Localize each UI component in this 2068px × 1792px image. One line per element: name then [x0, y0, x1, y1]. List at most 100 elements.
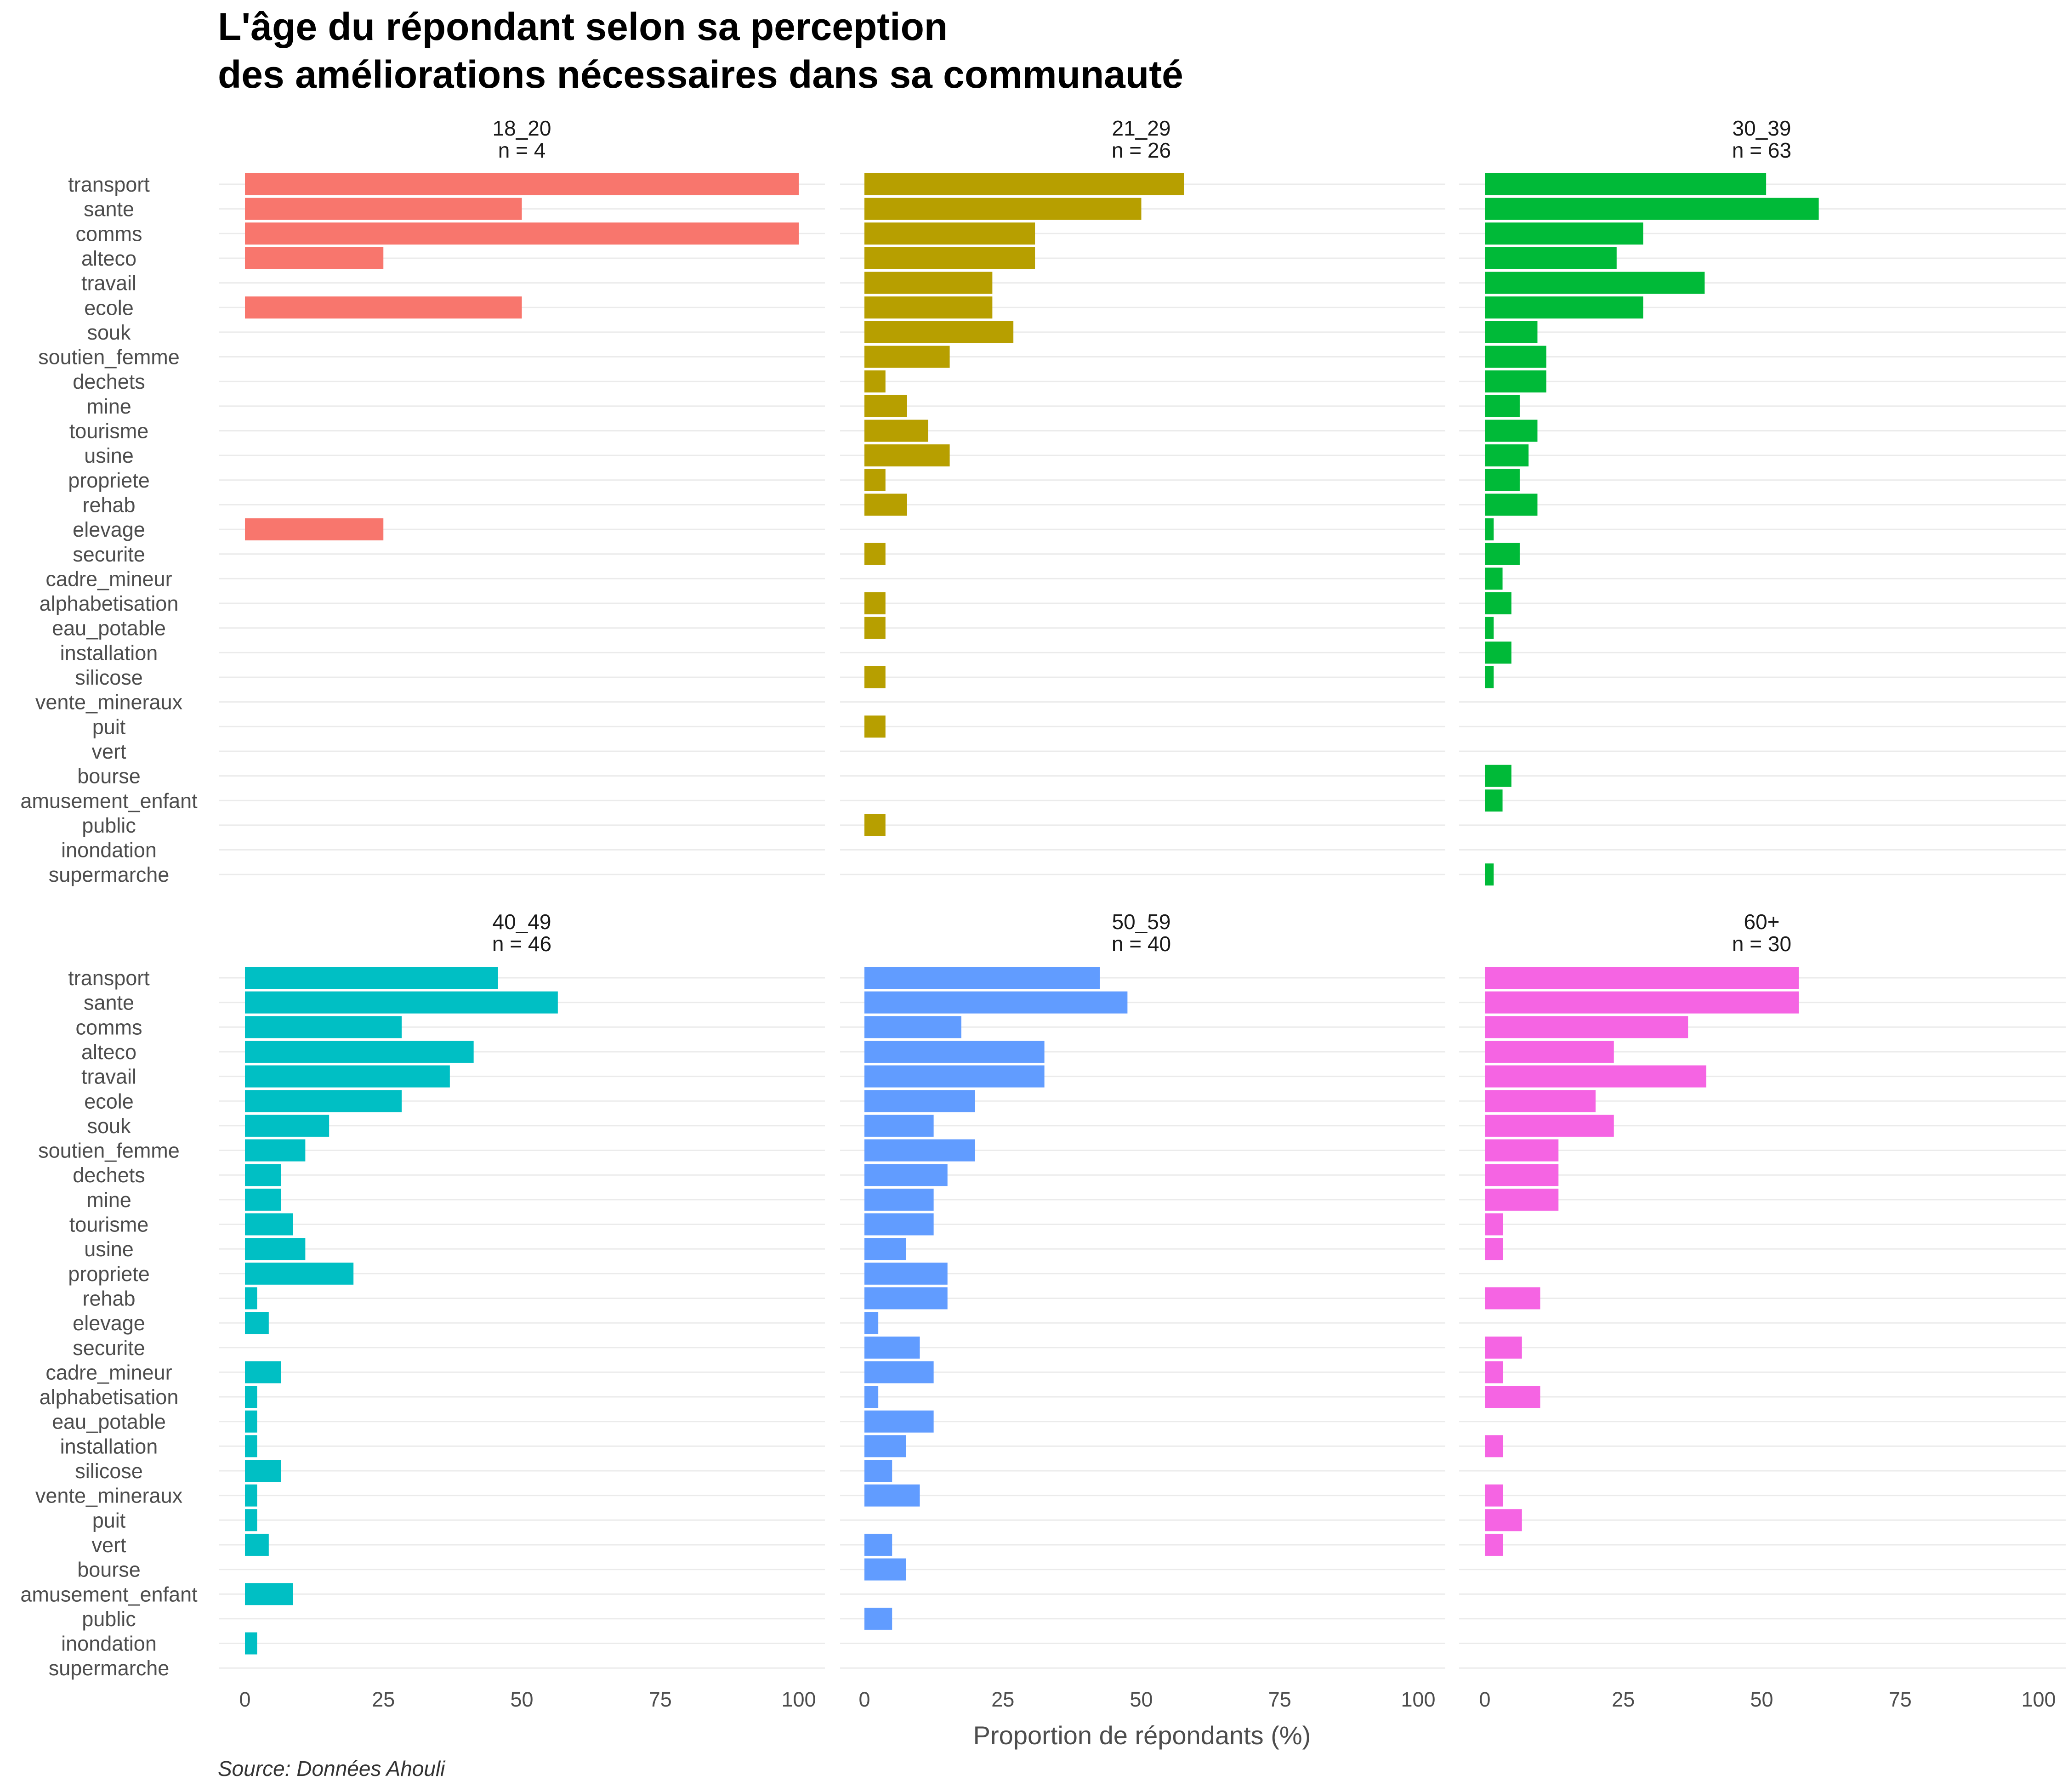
y-tick-label-comms: comms — [76, 1015, 142, 1039]
x-tick-label: 75 — [1889, 1688, 1912, 1711]
facet-label: 50_59 — [1112, 910, 1171, 934]
y-tick-label-installation: installation — [60, 641, 158, 664]
x-tick-label: 100 — [1401, 1688, 1435, 1711]
y-tick-label-rehab: rehab — [82, 493, 135, 516]
y-tick-label-ecole: ecole — [84, 296, 134, 319]
bar-alteco — [1485, 1040, 1614, 1063]
bar-rehab — [864, 493, 907, 516]
bar-ecole — [864, 1090, 975, 1112]
bar-comms — [864, 222, 1035, 245]
y-tick-label-securite: securite — [73, 543, 145, 566]
bar-rehab — [245, 1287, 257, 1310]
bar-silicose — [245, 1460, 281, 1482]
bar-alphabetisation — [1485, 592, 1511, 615]
bar-souk — [864, 1114, 934, 1137]
y-tick-label-silicose: silicose — [75, 666, 143, 689]
y-tick-label-alteco: alteco — [81, 1040, 136, 1064]
bar-public — [864, 814, 886, 836]
bar-dechets — [245, 1164, 281, 1186]
bar-dechets — [864, 370, 886, 393]
facet-n-label: n = 4 — [498, 138, 546, 162]
bar-soutien_femme — [1485, 1139, 1559, 1162]
x-tick-label: 0 — [858, 1688, 870, 1711]
chart-title-line-1: L'âge du répondant selon sa perception — [218, 5, 948, 48]
x-axis-title: Proportion de répondants (%) — [973, 1721, 1311, 1750]
bar-mine — [245, 1188, 281, 1211]
bar-alphabetisation — [864, 1386, 879, 1408]
bar-silicose — [864, 666, 886, 688]
bar-propriete — [245, 1262, 354, 1285]
source-caption: Source: Données Ahouli — [218, 1757, 445, 1781]
bar-bourse — [1485, 765, 1511, 787]
bar-sante — [1485, 198, 1819, 220]
y-tick-label-public: public — [82, 814, 136, 837]
y-tick-label-vente_mineraux: vente_mineraux — [35, 691, 183, 714]
y-tick-label-puit: puit — [92, 715, 126, 738]
bar-alteco — [864, 247, 1035, 269]
x-tick-label: 0 — [1479, 1688, 1490, 1711]
bar-securite — [1485, 1336, 1522, 1359]
y-tick-label-alphabetisation: alphabetisation — [40, 592, 179, 615]
y-tick-label-supermarche: supermarche — [49, 863, 170, 886]
y-tick-label-inondation: inondation — [61, 839, 157, 862]
x-tick-label: 100 — [781, 1688, 816, 1711]
bar-souk — [864, 321, 1014, 343]
bar-souk — [1485, 321, 1538, 343]
bar-propriete — [1485, 469, 1520, 491]
bar-dechets — [1485, 1164, 1559, 1186]
x-tick-label: 25 — [1612, 1688, 1635, 1711]
bar-comms — [1485, 222, 1643, 245]
bar-ecole — [1485, 296, 1643, 319]
x-tick-label: 25 — [372, 1688, 395, 1711]
y-tick-label-cadre_mineur: cadre_mineur — [45, 567, 172, 590]
y-tick-label-soutien_femme: soutien_femme — [38, 346, 180, 369]
y-tick-label-comms: comms — [76, 222, 142, 245]
bar-usine — [864, 1238, 906, 1260]
y-tick-label-rehab: rehab — [82, 1287, 135, 1310]
y-tick-label-usine: usine — [84, 444, 134, 467]
bar-silicose — [1485, 666, 1494, 688]
bar-travail — [1485, 1065, 1706, 1088]
facet-n-label: n = 26 — [1112, 138, 1171, 162]
bar-sante — [245, 991, 558, 1014]
bar-alteco — [1485, 247, 1617, 269]
x-tick-label: 0 — [239, 1688, 250, 1711]
bar-elevage — [864, 1312, 879, 1334]
bar-alteco — [245, 247, 384, 269]
chart-title-line-2: des améliorations nécessaires dans sa co… — [218, 53, 1183, 96]
facet-label: 40_49 — [493, 910, 551, 934]
y-tick-label-elevage: elevage — [73, 1311, 145, 1335]
y-tick-label-soutien_femme: soutien_femme — [38, 1139, 180, 1163]
bar-ecole — [1485, 1090, 1596, 1112]
y-tick-label-installation: installation — [60, 1435, 158, 1458]
bar-mine — [864, 395, 907, 417]
bar-comms — [245, 222, 799, 245]
bar-ecole — [864, 296, 993, 319]
y-tick-label-alphabetisation: alphabetisation — [40, 1385, 179, 1409]
x-tick-label: 50 — [1750, 1688, 1773, 1711]
bar-usine — [1485, 444, 1529, 467]
bar-dechets — [1485, 370, 1546, 393]
y-tick-label-mine: mine — [86, 395, 131, 418]
bar-propriete — [864, 1262, 948, 1285]
facet-label: 60+ — [1744, 910, 1779, 934]
bar-vert — [245, 1533, 269, 1556]
y-tick-label-amusement_enfant: amusement_enfant — [20, 1582, 198, 1606]
bar-vente_mineraux — [245, 1484, 257, 1507]
bar-alteco — [245, 1040, 474, 1063]
bar-transport — [245, 967, 498, 989]
bar-silicose — [864, 1460, 892, 1482]
bar-eau_potable — [864, 617, 886, 639]
bar-sante — [864, 198, 1142, 220]
bar-alphabetisation — [864, 592, 886, 615]
bar-travail — [864, 1065, 1045, 1088]
y-tick-label-bourse: bourse — [77, 1558, 141, 1582]
bar-usine — [864, 444, 950, 467]
bar-amusement_enfant — [245, 1583, 293, 1605]
bar-puit — [245, 1509, 257, 1531]
bar-usine — [245, 1238, 306, 1260]
bar-alteco — [864, 1040, 1045, 1063]
bar-cadre_mineur — [1485, 567, 1503, 590]
y-tick-label-cadre_mineur: cadre_mineur — [45, 1361, 172, 1384]
bar-tourisme — [1485, 1213, 1503, 1236]
